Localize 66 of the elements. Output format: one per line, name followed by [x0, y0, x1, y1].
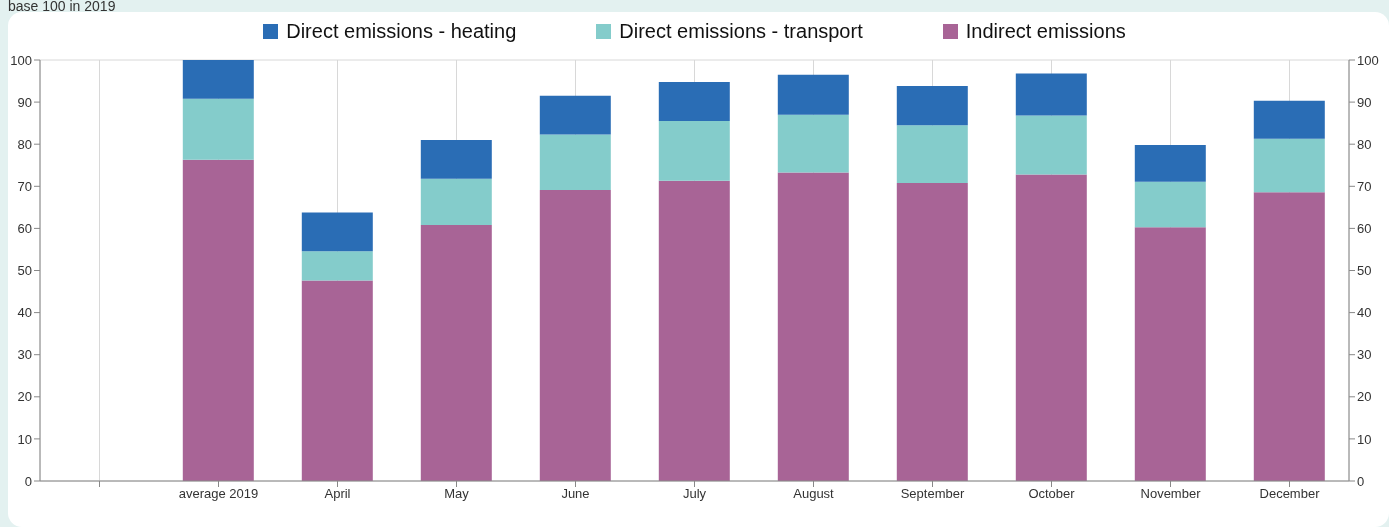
bar: [1134, 145, 1206, 182]
bar: [301, 251, 373, 281]
x-tick-label: June: [561, 486, 590, 502]
bar: [539, 190, 611, 481]
y-tick-label: 0: [24, 473, 32, 489]
y2-tick-label: 80: [1357, 136, 1372, 152]
y-tick-label: 100: [10, 52, 32, 68]
x-tick-label: May: [444, 486, 470, 502]
bar: [182, 98, 254, 160]
y2-tick-label: 90: [1357, 94, 1372, 110]
y2-tick-label: 60: [1357, 221, 1372, 237]
x-tick-label: July: [682, 486, 707, 502]
bar: [1253, 100, 1325, 139]
bar: [539, 95, 611, 135]
y-tick-label: 10: [17, 431, 32, 447]
bar: [420, 139, 492, 179]
legend-label: Indirect emissions: [965, 20, 1126, 43]
x-tick-label: December: [1259, 486, 1321, 502]
x-tick-label: September: [900, 486, 965, 502]
bar: [1015, 73, 1087, 116]
y-tick-label: 20: [17, 389, 32, 405]
legend-label: Direct emissions - heating: [286, 20, 517, 43]
y-tick-label: 50: [17, 263, 32, 279]
x-tick-label: October: [1028, 486, 1076, 502]
bar: [896, 182, 968, 481]
bar: [1253, 138, 1325, 193]
y2-tick-label: 30: [1357, 347, 1372, 363]
bar: [777, 74, 849, 115]
y-tick-label: 60: [17, 221, 32, 237]
bar: [896, 86, 968, 126]
y-tick-label: 80: [17, 136, 32, 152]
bar: [1134, 181, 1206, 228]
bar: [1015, 174, 1087, 481]
bar: [777, 172, 849, 481]
y2-tick-label: 100: [1357, 52, 1379, 68]
y2-tick-label: 10: [1357, 431, 1372, 447]
y2-tick-label: 40: [1357, 305, 1372, 321]
bar: [1015, 115, 1087, 175]
y2-tick-label: 70: [1357, 178, 1372, 194]
bar: [301, 212, 373, 252]
bar: [182, 60, 254, 99]
y-tick-label: 40: [17, 305, 32, 321]
bar: [777, 114, 849, 173]
bar: [658, 81, 730, 122]
bar: [1253, 192, 1325, 481]
bar: [420, 178, 492, 226]
bar: [182, 159, 254, 481]
x-tick-label: April: [324, 486, 351, 502]
y-tick-label: 70: [17, 178, 32, 194]
x-tick-label: average 2019: [178, 486, 259, 502]
bar: [896, 125, 968, 183]
y-tick-label: 30: [17, 347, 32, 363]
y2-tick-label: 50: [1357, 263, 1372, 279]
bar: [1134, 227, 1206, 481]
bar: [301, 280, 373, 481]
x-tick-label: November: [1140, 486, 1202, 502]
chart-title: base 100 in 2019: [8, 0, 116, 14]
legend-label: Direct emissions - transport: [619, 20, 863, 43]
y2-tick-label: 0: [1357, 473, 1365, 489]
y-tick-label: 90: [17, 94, 32, 110]
bar: [658, 180, 730, 481]
x-tick-label: August: [793, 486, 835, 502]
bar: [539, 134, 611, 191]
y2-tick-label: 20: [1357, 389, 1372, 405]
bar: [420, 225, 492, 481]
bar: [658, 121, 730, 181]
